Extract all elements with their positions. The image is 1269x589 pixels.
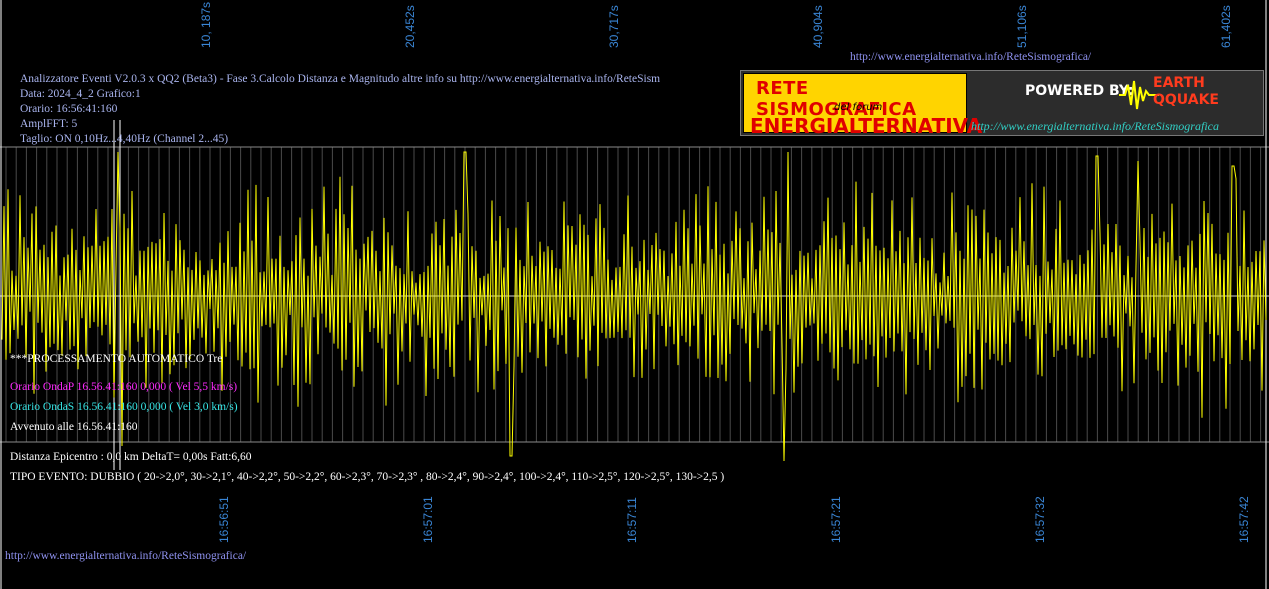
time-label-bottom-5: 16:57:32	[1033, 496, 1047, 543]
header-time: Orario: 16:56:41:160	[20, 103, 118, 115]
bottom-url-link[interactable]: http://www.energialternativa.info/ReteSi…	[5, 550, 247, 562]
time-label-bottom-2: 16:57:01	[421, 496, 435, 543]
time-label-bottom-1: 16:56:51	[217, 496, 231, 543]
event-type: TIPO EVENTO: DUBBIO ( 20->2,0°, 30->2,1°…	[10, 471, 725, 483]
header-title: Analizzatore Eventi V2.0.3 x QQ2 (Beta3)…	[20, 73, 661, 85]
time-label-top-3: 30,717s	[607, 5, 621, 48]
seismograph-wave-icon	[1119, 80, 1159, 110]
logo-brand-line1: EARTH	[1153, 75, 1205, 91]
wave-p-time: Orario OndaP 16.56.41:160 0,000 ( Vel 5,…	[10, 381, 238, 393]
logo-title-line1: RETE SISMOGRAFICA	[756, 78, 917, 120]
logo-powered-by: POWERED BY:	[1025, 83, 1134, 99]
time-label-top-2: 20,452s	[403, 5, 417, 48]
header-date: Data: 2024_4_2 Grafico:1	[20, 88, 141, 100]
rete-sismografica-logo: RETE SISMOGRAFICA del forum ENERGIALTERN…	[740, 70, 1264, 138]
seismic-trace	[1, 151, 1267, 462]
time-label-top-6: 61,402s	[1219, 5, 1233, 48]
time-label-top-4: 40,904s	[811, 5, 825, 48]
logo-url-link[interactable]: http://www.energialternativa.info/ReteSi…	[971, 119, 1219, 133]
wave-s-time: Orario OndaS 16.56.41:160 0,000 ( Vel 3,…	[10, 401, 238, 413]
top-url-link[interactable]: http://www.energialternativa.info/ReteSi…	[850, 51, 1092, 63]
logo-title-line2: ENERGIALTERNATIVA	[750, 114, 983, 138]
header-amplfft: AmplFFT: 5	[20, 118, 78, 130]
processing-status: ***PROCESSAMENTO AUTOMATICO Tre	[10, 353, 223, 365]
time-label-top-1: 10, 187s	[199, 1, 213, 48]
occurred-time: Avvenuto alle 16.56.41:160	[10, 421, 138, 433]
logo-brand-line2: QQUAKE	[1153, 92, 1219, 108]
logo-yellow-panel: RETE SISMOGRAFICA del forum ENERGIALTERN…	[743, 73, 982, 138]
time-label-top-5: 51,106s	[1015, 5, 1029, 48]
logo-subtitle: del forum	[834, 102, 883, 113]
epicenter-distance: Distanza Epicentro : 0,0 km DeltaT= 0,00…	[10, 451, 252, 463]
time-label-bottom-6: 16:57:42	[1237, 496, 1251, 543]
header-filter: Taglio: ON 0,10Hz...4,40Hz (Channel 2...…	[20, 133, 229, 145]
time-label-bottom-4: 16:57:21	[829, 496, 843, 543]
time-label-bottom-3: 16:57:11	[625, 497, 639, 543]
logo-brand: EARTH QQUAKE	[1153, 75, 1219, 109]
